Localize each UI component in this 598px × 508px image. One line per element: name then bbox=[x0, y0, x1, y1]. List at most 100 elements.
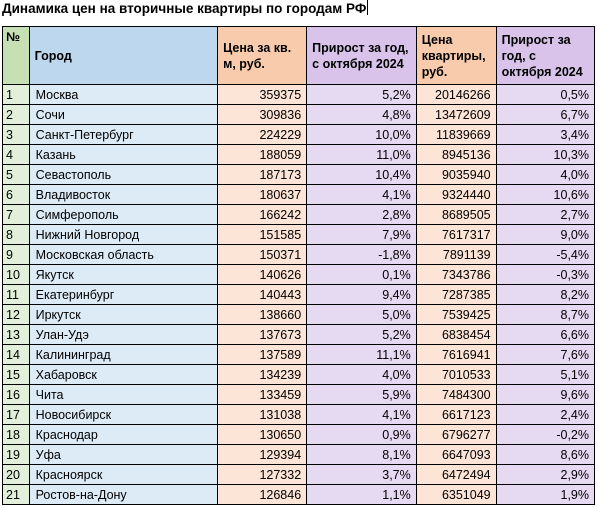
cell-price-flat[interactable]: 6617123 bbox=[415, 404, 497, 425]
cell-growth-flat[interactable]: 8,6% bbox=[495, 444, 596, 465]
cell-price-flat[interactable]: 11839669 bbox=[415, 124, 497, 145]
cell-growth-per-m[interactable]: 5,9% bbox=[306, 384, 417, 405]
cell-growth-per-m[interactable]: 11,0% bbox=[306, 144, 417, 165]
cell-growth-flat[interactable]: 9,0% bbox=[495, 224, 596, 245]
cell-price-flat[interactable]: 7891139 bbox=[415, 244, 497, 265]
cell-num[interactable]: 20 bbox=[2, 464, 30, 485]
cell-growth-flat[interactable]: 6,6% bbox=[495, 324, 596, 345]
cell-city[interactable]: Калининград bbox=[28, 344, 219, 365]
cell-price-per-m[interactable]: 126846 bbox=[217, 484, 308, 505]
cell-city[interactable]: Красноярск bbox=[28, 464, 219, 485]
cell-price-flat[interactable]: 7616941 bbox=[415, 344, 497, 365]
cell-city[interactable]: Симферополь bbox=[28, 204, 219, 225]
cell-city[interactable]: Севастополь bbox=[28, 164, 219, 185]
cell-price-flat[interactable]: 6647093 bbox=[415, 444, 497, 465]
cell-city[interactable]: Краснодар bbox=[28, 424, 219, 445]
cell-growth-flat[interactable]: 8,7% bbox=[495, 304, 596, 325]
cell-growth-flat[interactable]: 7,6% bbox=[495, 344, 596, 365]
cell-growth-flat[interactable]: -5,4% bbox=[495, 244, 596, 265]
cell-price-flat[interactable]: 9324440 bbox=[415, 184, 497, 205]
cell-growth-flat[interactable]: 1,9% bbox=[495, 484, 596, 505]
cell-growth-per-m[interactable]: 0,1% bbox=[306, 264, 417, 285]
cell-growth-flat[interactable]: 2,9% bbox=[495, 464, 596, 485]
cell-price-per-m[interactable]: 130650 bbox=[217, 424, 308, 445]
cell-city[interactable]: Иркутск bbox=[28, 304, 219, 325]
cell-price-flat[interactable]: 6838454 bbox=[415, 324, 497, 345]
cell-growth-flat[interactable]: 8,2% bbox=[495, 284, 596, 305]
cell-num[interactable]: 12 bbox=[2, 304, 30, 325]
cell-city[interactable]: Якутск bbox=[28, 264, 219, 285]
cell-price-per-m[interactable]: 224229 bbox=[217, 124, 308, 145]
cell-city[interactable]: Владивосток bbox=[28, 184, 219, 205]
cell-city[interactable]: Ростов-на-Дону bbox=[28, 484, 219, 505]
cell-price-per-m[interactable]: 127332 bbox=[217, 464, 308, 485]
cell-price-flat[interactable]: 7010533 bbox=[415, 364, 497, 385]
cell-growth-flat[interactable]: 2,4% bbox=[495, 404, 596, 425]
header-city[interactable]: Город bbox=[28, 26, 219, 85]
cell-city[interactable]: Уфа bbox=[28, 444, 219, 465]
header-growth-per-m[interactable]: Прирост за год, с октября 2024 bbox=[306, 26, 417, 85]
cell-growth-per-m[interactable]: 1,1% bbox=[306, 484, 417, 505]
cell-num[interactable]: 2 bbox=[2, 104, 30, 125]
cell-price-per-m[interactable]: 129394 bbox=[217, 444, 308, 465]
cell-city[interactable]: Чита bbox=[28, 384, 219, 405]
cell-price-per-m[interactable]: 140443 bbox=[217, 284, 308, 305]
cell-growth-per-m[interactable]: 8,1% bbox=[306, 444, 417, 465]
cell-num[interactable]: 7 bbox=[2, 204, 30, 225]
cell-price-flat[interactable]: 9035940 bbox=[415, 164, 497, 185]
cell-growth-flat[interactable]: 10,3% bbox=[495, 144, 596, 165]
cell-price-per-m[interactable]: 137589 bbox=[217, 344, 308, 365]
cell-price-per-m[interactable]: 166242 bbox=[217, 204, 308, 225]
cell-growth-per-m[interactable]: 11,1% bbox=[306, 344, 417, 365]
cell-growth-per-m[interactable]: 3,7% bbox=[306, 464, 417, 485]
cell-num[interactable]: 9 bbox=[2, 244, 30, 265]
cell-num[interactable]: 15 bbox=[2, 364, 30, 385]
cell-growth-per-m[interactable]: 5,0% bbox=[306, 304, 417, 325]
cell-city[interactable]: Казань bbox=[28, 144, 219, 165]
cell-growth-flat[interactable]: -0,3% bbox=[495, 264, 596, 285]
cell-num[interactable]: 6 bbox=[2, 184, 30, 205]
cell-growth-per-m[interactable]: 4,0% bbox=[306, 364, 417, 385]
cell-price-per-m[interactable]: 134239 bbox=[217, 364, 308, 385]
cell-city[interactable]: Нижний Новгород bbox=[28, 224, 219, 245]
cell-city[interactable]: Новосибирск bbox=[28, 404, 219, 425]
cell-growth-per-m[interactable]: 10,4% bbox=[306, 164, 417, 185]
cell-growth-flat[interactable]: 2,7% bbox=[495, 204, 596, 225]
cell-growth-flat[interactable]: 10,6% bbox=[495, 184, 596, 205]
cell-price-flat[interactable]: 7484300 bbox=[415, 384, 497, 405]
cell-num[interactable]: 21 bbox=[2, 484, 30, 505]
cell-num[interactable]: 1 bbox=[2, 84, 30, 105]
cell-city[interactable]: Москва bbox=[28, 84, 219, 105]
cell-growth-per-m[interactable]: 5,2% bbox=[306, 84, 417, 105]
cell-price-flat[interactable]: 6796277 bbox=[415, 424, 497, 445]
header-num[interactable]: № bbox=[2, 26, 30, 85]
cell-growth-per-m[interactable]: 4,1% bbox=[306, 404, 417, 425]
cell-growth-flat[interactable]: 5,1% bbox=[495, 364, 596, 385]
header-price-flat[interactable]: Цена квартиры, руб. bbox=[415, 26, 497, 85]
cell-growth-flat[interactable]: 9,6% bbox=[495, 384, 596, 405]
cell-growth-per-m[interactable]: -1,8% bbox=[306, 244, 417, 265]
cell-growth-per-m[interactable]: 10,0% bbox=[306, 124, 417, 145]
cell-num[interactable]: 17 bbox=[2, 404, 30, 425]
cell-price-flat[interactable]: 7617317 bbox=[415, 224, 497, 245]
cell-growth-per-m[interactable]: 4,8% bbox=[306, 104, 417, 125]
header-growth-flat[interactable]: Прирост за год, с октября 2024 bbox=[495, 26, 596, 85]
cell-price-per-m[interactable]: 151585 bbox=[217, 224, 308, 245]
cell-price-per-m[interactable]: 188059 bbox=[217, 144, 308, 165]
cell-price-per-m[interactable]: 180637 bbox=[217, 184, 308, 205]
cell-growth-flat[interactable]: 0,5% bbox=[495, 84, 596, 105]
cell-price-flat[interactable]: 7539425 bbox=[415, 304, 497, 325]
cell-num[interactable]: 5 bbox=[2, 164, 30, 185]
cell-price-per-m[interactable]: 137673 bbox=[217, 324, 308, 345]
cell-num[interactable]: 11 bbox=[2, 284, 30, 305]
cell-growth-flat[interactable]: 3,4% bbox=[495, 124, 596, 145]
cell-growth-flat[interactable]: 6,7% bbox=[495, 104, 596, 125]
cell-price-flat[interactable]: 8689505 bbox=[415, 204, 497, 225]
cell-num[interactable]: 14 bbox=[2, 344, 30, 365]
cell-price-flat[interactable]: 6351049 bbox=[415, 484, 497, 505]
cell-city[interactable]: Сочи bbox=[28, 104, 219, 125]
cell-num[interactable]: 18 bbox=[2, 424, 30, 445]
cell-price-per-m[interactable]: 309836 bbox=[217, 104, 308, 125]
cell-num[interactable]: 8 bbox=[2, 224, 30, 245]
cell-price-flat[interactable]: 7287385 bbox=[415, 284, 497, 305]
